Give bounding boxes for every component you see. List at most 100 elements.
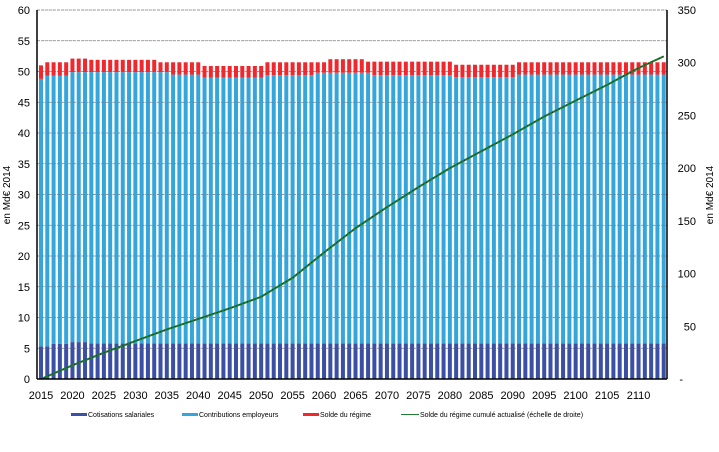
bar-cotisations xyxy=(567,343,572,379)
bar-cotisations xyxy=(359,343,364,379)
bar-contributions xyxy=(605,74,610,344)
x-tick: 2065 xyxy=(343,390,367,402)
bar-contributions xyxy=(296,75,301,344)
bar-cotisations xyxy=(447,343,452,379)
bar-cotisations xyxy=(76,342,81,379)
bar-solde xyxy=(57,62,62,76)
bar-solde xyxy=(366,61,371,73)
x-tick: 2070 xyxy=(375,390,399,402)
bar-cotisations xyxy=(428,343,433,379)
bar-solde xyxy=(605,62,610,75)
bar-cotisations xyxy=(164,343,169,379)
bar-solde xyxy=(259,65,264,78)
bar-cotisations xyxy=(353,343,358,379)
bar-solde xyxy=(101,59,106,73)
bar-cotisations xyxy=(378,343,383,379)
bar-cotisations xyxy=(315,343,320,379)
bar-solde xyxy=(523,62,528,75)
bar-solde xyxy=(473,64,478,78)
bar-contributions xyxy=(561,74,566,344)
y-tick-left: 15 xyxy=(18,282,30,294)
bar-solde xyxy=(479,64,484,78)
bar-contributions xyxy=(164,72,169,344)
bar-solde xyxy=(158,62,163,73)
bar-solde xyxy=(233,65,238,78)
bar-cotisations xyxy=(240,343,245,379)
y-tick-left: 20 xyxy=(18,251,30,263)
bar-contributions xyxy=(233,77,238,344)
bar-cotisations xyxy=(133,343,138,379)
bar-contributions xyxy=(139,72,144,344)
bar-contributions xyxy=(441,75,446,344)
bar-solde xyxy=(296,62,301,76)
bar-solde xyxy=(120,59,125,73)
bar-cotisations xyxy=(460,343,465,379)
bar-contributions xyxy=(636,74,641,344)
bar-contributions xyxy=(284,75,289,344)
bar-solde xyxy=(290,62,295,76)
bar-cotisations xyxy=(127,343,132,379)
bar-solde xyxy=(353,59,358,73)
bar-contributions xyxy=(208,77,213,344)
bar-solde xyxy=(95,59,100,73)
bar-contributions xyxy=(309,75,314,344)
bar-contributions xyxy=(353,72,358,344)
bar-solde xyxy=(623,62,628,75)
bar-cotisations xyxy=(296,343,301,379)
y-tick-left: 10 xyxy=(18,313,30,325)
bar-solde xyxy=(340,59,345,73)
bar-contributions xyxy=(271,75,276,344)
bar-cotisations xyxy=(328,343,333,379)
bar-cotisations xyxy=(271,343,276,379)
bar-contributions xyxy=(611,74,616,344)
bar-cotisations xyxy=(334,343,339,379)
bar-contributions xyxy=(315,72,320,344)
bar-cotisations xyxy=(611,343,616,379)
bar-contributions xyxy=(485,77,490,344)
bar-cotisations xyxy=(183,343,188,379)
bar-contributions xyxy=(517,74,522,344)
x-tick: 2025 xyxy=(92,390,116,402)
bar-contributions xyxy=(384,75,389,344)
legend-label-solde: Solde du régime xyxy=(320,412,371,419)
bar-solde xyxy=(278,62,283,76)
bar-contributions xyxy=(510,77,515,344)
bar-contributions xyxy=(586,74,591,344)
y-tick-right: 100 xyxy=(678,269,696,281)
bar-cotisations xyxy=(366,343,371,379)
bar-cotisations xyxy=(347,343,352,379)
y-axis-title-left: en Md€ 2014 xyxy=(2,165,13,224)
x-tick: 2100 xyxy=(563,390,587,402)
bar-cotisations xyxy=(145,343,150,379)
bar-cotisations xyxy=(215,343,220,379)
bar-solde xyxy=(485,64,490,78)
bar-solde xyxy=(617,62,622,75)
bar-contributions xyxy=(410,75,415,344)
bar-solde xyxy=(39,65,43,79)
bar-contributions xyxy=(152,72,157,344)
bar-cotisations xyxy=(479,343,484,379)
bar-solde xyxy=(542,62,547,75)
x-tick: 2050 xyxy=(249,390,273,402)
bar-solde xyxy=(391,61,396,76)
bar-cotisations xyxy=(45,346,50,379)
bar-cotisations xyxy=(227,343,232,379)
bar-contributions xyxy=(347,72,352,344)
bar-cotisations xyxy=(605,343,610,379)
bar-contributions xyxy=(592,74,597,344)
bar-cotisations xyxy=(661,343,666,379)
bar-contributions xyxy=(322,72,327,344)
bar-solde xyxy=(133,59,138,73)
bar-contributions xyxy=(246,77,251,344)
y-axis-title-right: en Md€ 2014 xyxy=(705,165,716,224)
bar-contributions xyxy=(290,75,295,344)
gridlines xyxy=(37,9,667,349)
bar-contributions xyxy=(215,77,220,344)
bar-solde xyxy=(114,59,119,73)
y-tick-left: 5 xyxy=(24,343,30,355)
bar-contributions xyxy=(51,75,56,344)
bar-contributions xyxy=(227,77,232,344)
y-tick-left: 40 xyxy=(18,128,30,140)
bar-contributions xyxy=(504,77,509,344)
